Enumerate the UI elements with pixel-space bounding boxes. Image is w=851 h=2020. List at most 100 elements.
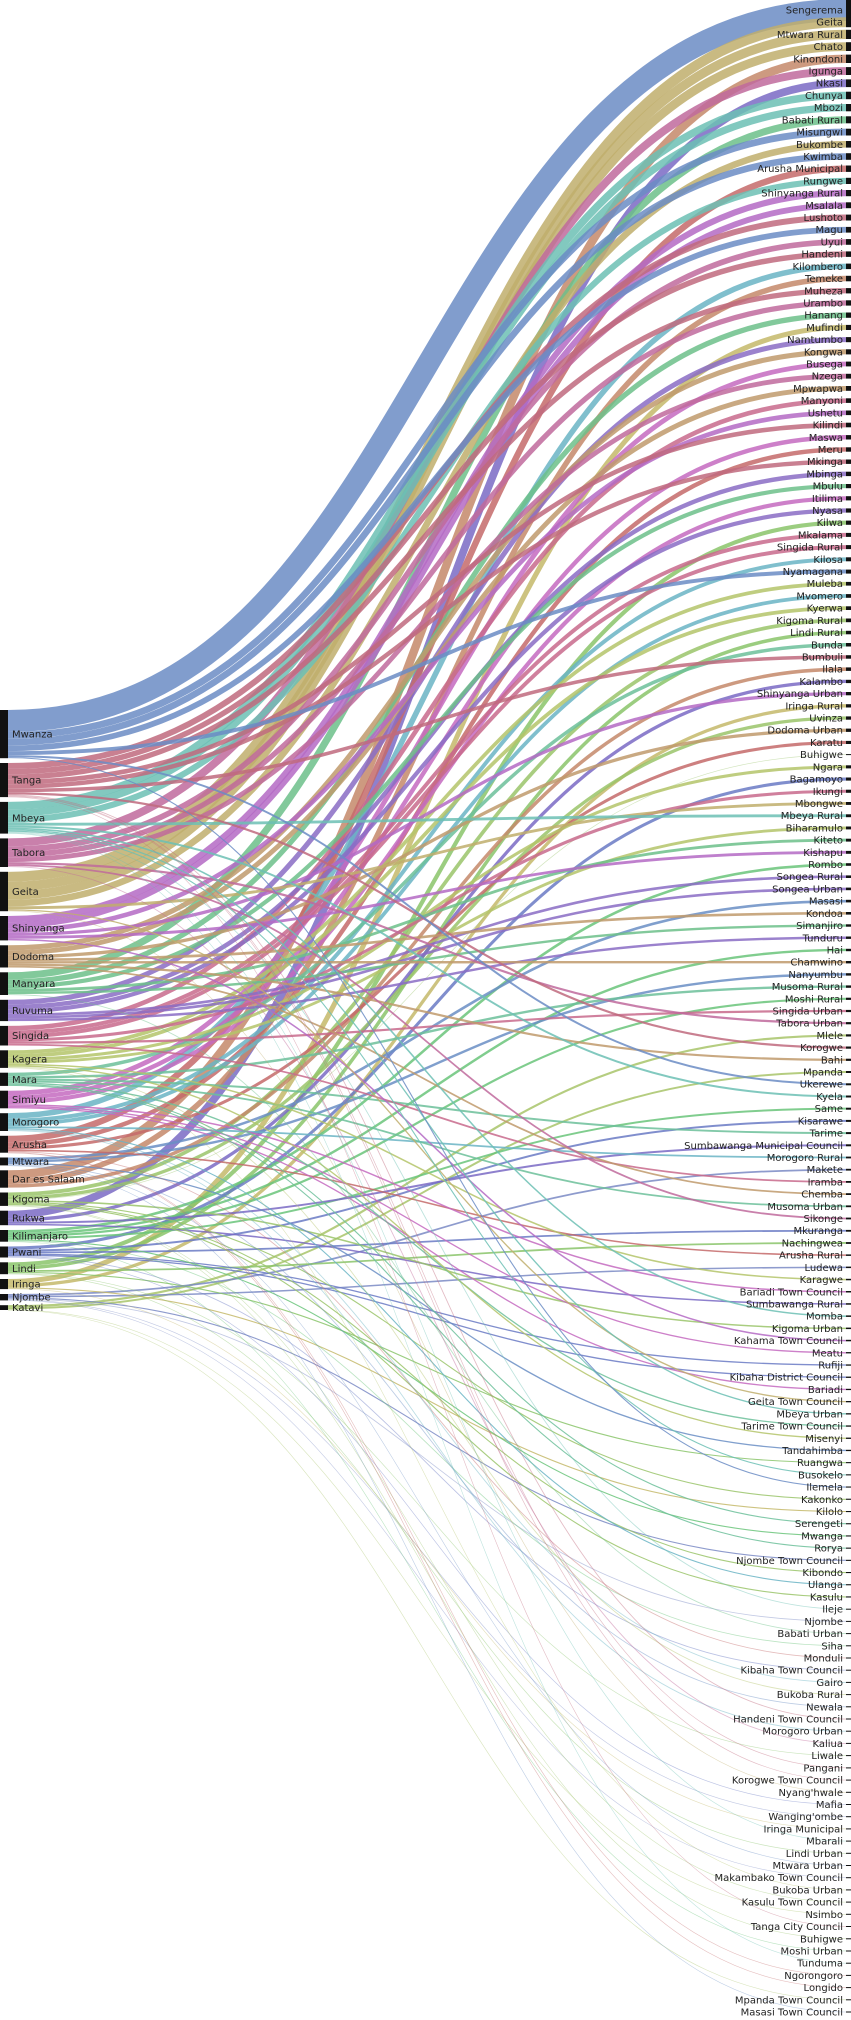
target-node-ilemela[interactable] bbox=[846, 1486, 851, 1488]
target-node-urambo[interactable] bbox=[846, 300, 851, 306]
source-node-katavi[interactable] bbox=[0, 1305, 8, 1310]
target-node-mbarali[interactable] bbox=[846, 1840, 851, 1842]
target-node-monduli[interactable] bbox=[846, 1657, 851, 1659]
source-node-simiyu[interactable] bbox=[0, 1090, 8, 1109]
target-node-kasulu[interactable] bbox=[846, 1596, 851, 1598]
target-node-nyang-hwale[interactable] bbox=[846, 1791, 851, 1793]
target-node-lushoto[interactable] bbox=[846, 214, 851, 221]
target-node-busokelo[interactable] bbox=[846, 1474, 851, 1476]
target-node-rungwe[interactable] bbox=[846, 177, 851, 184]
target-node-bunda[interactable] bbox=[846, 643, 851, 647]
target-node-songea-urban[interactable] bbox=[846, 887, 851, 891]
target-node-mbulu[interactable] bbox=[846, 484, 851, 489]
target-node-kigoma-urban[interactable] bbox=[846, 1327, 851, 1330]
target-node-iringa-municipal[interactable] bbox=[846, 1828, 851, 1830]
target-node-chato[interactable] bbox=[846, 42, 851, 51]
target-node-kisarawe[interactable] bbox=[846, 1119, 851, 1122]
target-node-nzega[interactable] bbox=[846, 373, 851, 379]
target-node-masasi-town-council[interactable] bbox=[846, 2011, 851, 2013]
source-node-arusha[interactable] bbox=[0, 1135, 8, 1153]
target-node-nyasa[interactable] bbox=[846, 508, 851, 513]
target-node-mlele[interactable] bbox=[846, 1034, 851, 1037]
target-node-moshi-urban[interactable] bbox=[846, 1950, 851, 1952]
source-node-mwanza[interactable] bbox=[0, 710, 8, 759]
target-node-uyui[interactable] bbox=[846, 239, 851, 245]
target-node-ushetu[interactable] bbox=[846, 410, 851, 416]
target-node-bagamoyo[interactable] bbox=[846, 777, 851, 781]
target-node-nyamagana[interactable] bbox=[846, 569, 851, 574]
target-node-bariadi-town-council[interactable] bbox=[846, 1291, 851, 1293]
target-node-hanang[interactable] bbox=[846, 312, 851, 318]
target-node-kasulu-town-council[interactable] bbox=[846, 1901, 851, 1903]
target-node-songea-rural[interactable] bbox=[846, 875, 851, 878]
target-node-buhigwe[interactable] bbox=[846, 754, 851, 756]
target-node-sumbawanga-municipal-council[interactable] bbox=[846, 1144, 851, 1147]
target-node-musoma-rural[interactable] bbox=[846, 985, 851, 988]
target-node-siha[interactable] bbox=[846, 1645, 851, 1647]
source-node-kilimanjaro[interactable] bbox=[0, 1230, 8, 1242]
target-node-ulanga[interactable] bbox=[846, 1584, 851, 1586]
target-node-temeke[interactable] bbox=[846, 275, 851, 282]
target-node-kibaha-town-council[interactable] bbox=[846, 1669, 851, 1671]
source-node-pwani[interactable] bbox=[0, 1246, 8, 1258]
target-node-same[interactable] bbox=[846, 1107, 851, 1110]
target-node-momba[interactable] bbox=[846, 1315, 851, 1317]
source-node-singida[interactable] bbox=[0, 1025, 8, 1046]
target-node-kyela[interactable] bbox=[846, 1095, 851, 1098]
source-node-tanga[interactable] bbox=[0, 763, 8, 798]
target-node-pangani[interactable] bbox=[846, 1767, 851, 1769]
target-node-bariadi[interactable] bbox=[846, 1388, 851, 1391]
target-node-sikonge[interactable] bbox=[846, 1217, 851, 1220]
target-node-buhigwe[interactable] bbox=[846, 1938, 851, 1940]
source-node-geita[interactable] bbox=[0, 871, 8, 912]
target-node-shinyanga-rural[interactable] bbox=[846, 190, 851, 197]
target-node-singida-rural[interactable] bbox=[846, 545, 851, 550]
target-node-misenyi[interactable] bbox=[846, 1437, 851, 1439]
target-node-mbozi[interactable] bbox=[846, 104, 851, 112]
target-node-kondoa[interactable] bbox=[846, 912, 851, 915]
target-node-msalala[interactable] bbox=[846, 202, 851, 209]
target-node-tunduma[interactable] bbox=[846, 1962, 851, 1964]
target-node-geita[interactable] bbox=[846, 17, 851, 28]
target-node-kyerwa[interactable] bbox=[846, 606, 851, 610]
target-node-lindi-urban[interactable] bbox=[846, 1852, 851, 1854]
target-node-handeni[interactable] bbox=[846, 251, 851, 257]
target-node-arusha-rural[interactable] bbox=[846, 1254, 851, 1256]
target-node-babati-urban[interactable] bbox=[846, 1633, 851, 1635]
target-node-chunya[interactable] bbox=[846, 91, 851, 100]
target-node-rufiji[interactable] bbox=[846, 1364, 851, 1366]
source-node-njombe[interactable] bbox=[0, 1294, 8, 1301]
target-node-kalambo[interactable] bbox=[846, 679, 851, 684]
target-node-singida-urban[interactable] bbox=[846, 1009, 851, 1013]
target-node-ikungi[interactable] bbox=[846, 789, 851, 793]
target-node-chemba[interactable] bbox=[846, 1193, 851, 1195]
target-node-korogwe[interactable] bbox=[846, 1046, 851, 1049]
target-node-chamwino[interactable] bbox=[846, 961, 851, 964]
target-node-kishapu[interactable] bbox=[846, 850, 851, 854]
target-node-ileje[interactable] bbox=[846, 1608, 851, 1610]
target-node-mpanda-town-council[interactable] bbox=[846, 1999, 851, 2001]
target-node-maswa[interactable] bbox=[846, 435, 851, 440]
target-node-muheza[interactable] bbox=[846, 288, 851, 294]
target-node-iramba[interactable] bbox=[846, 1181, 851, 1183]
target-node-njombe-town-council[interactable] bbox=[846, 1559, 851, 1561]
target-node-nachingwea[interactable] bbox=[846, 1242, 851, 1244]
target-node-muleba[interactable] bbox=[846, 581, 851, 586]
source-node-rukwa[interactable] bbox=[0, 1210, 8, 1226]
target-node-njombe[interactable] bbox=[846, 1620, 851, 1622]
target-node-ukerewe[interactable] bbox=[846, 1083, 851, 1086]
target-node-busega[interactable] bbox=[846, 361, 851, 367]
target-node-kakonko[interactable] bbox=[846, 1498, 851, 1500]
target-node-kilombero[interactable] bbox=[846, 263, 851, 270]
source-node-mbeya[interactable] bbox=[0, 801, 8, 834]
source-node-shinyanga[interactable] bbox=[0, 916, 8, 941]
target-node-simanjiro[interactable] bbox=[846, 924, 851, 927]
target-node-kigoma-rural[interactable] bbox=[846, 618, 851, 623]
target-node-kahama-town-council[interactable] bbox=[846, 1339, 851, 1342]
target-node-kilindi[interactable] bbox=[846, 422, 851, 428]
target-node-mpwapwa[interactable] bbox=[846, 386, 851, 391]
target-node-mbinga[interactable] bbox=[846, 471, 851, 477]
target-node-biharamulo[interactable] bbox=[846, 826, 851, 830]
target-node-kiteto[interactable] bbox=[846, 838, 851, 842]
target-node-tanga-city-council[interactable] bbox=[846, 1926, 851, 1927]
